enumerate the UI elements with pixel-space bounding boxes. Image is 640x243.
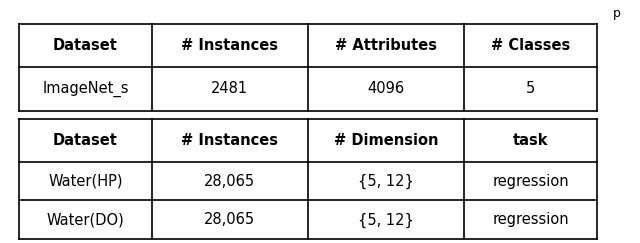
Text: 2481: 2481 [211,81,248,96]
Text: regression: regression [492,212,569,227]
Text: Dataset: Dataset [53,38,118,53]
Text: # Attributes: # Attributes [335,38,437,53]
Text: 5: 5 [526,81,535,96]
Text: # Instances: # Instances [181,133,278,148]
Text: # Dimension: # Dimension [334,133,438,148]
Text: task: task [513,133,548,148]
Text: 28,065: 28,065 [204,174,255,189]
Text: Dataset: Dataset [53,133,118,148]
Text: # Instances: # Instances [181,38,278,53]
Text: 28,065: 28,065 [204,212,255,227]
Text: {5, 12}: {5, 12} [358,212,414,227]
Text: Water(HP): Water(HP) [48,174,123,189]
Text: p: p [613,7,621,20]
Text: 4096: 4096 [367,81,404,96]
Text: Water(DO): Water(DO) [47,212,124,227]
Text: {5, 12}: {5, 12} [358,174,414,189]
Text: ImageNet_s: ImageNet_s [42,81,129,97]
Text: regression: regression [492,174,569,189]
Text: # Classes: # Classes [491,38,570,53]
